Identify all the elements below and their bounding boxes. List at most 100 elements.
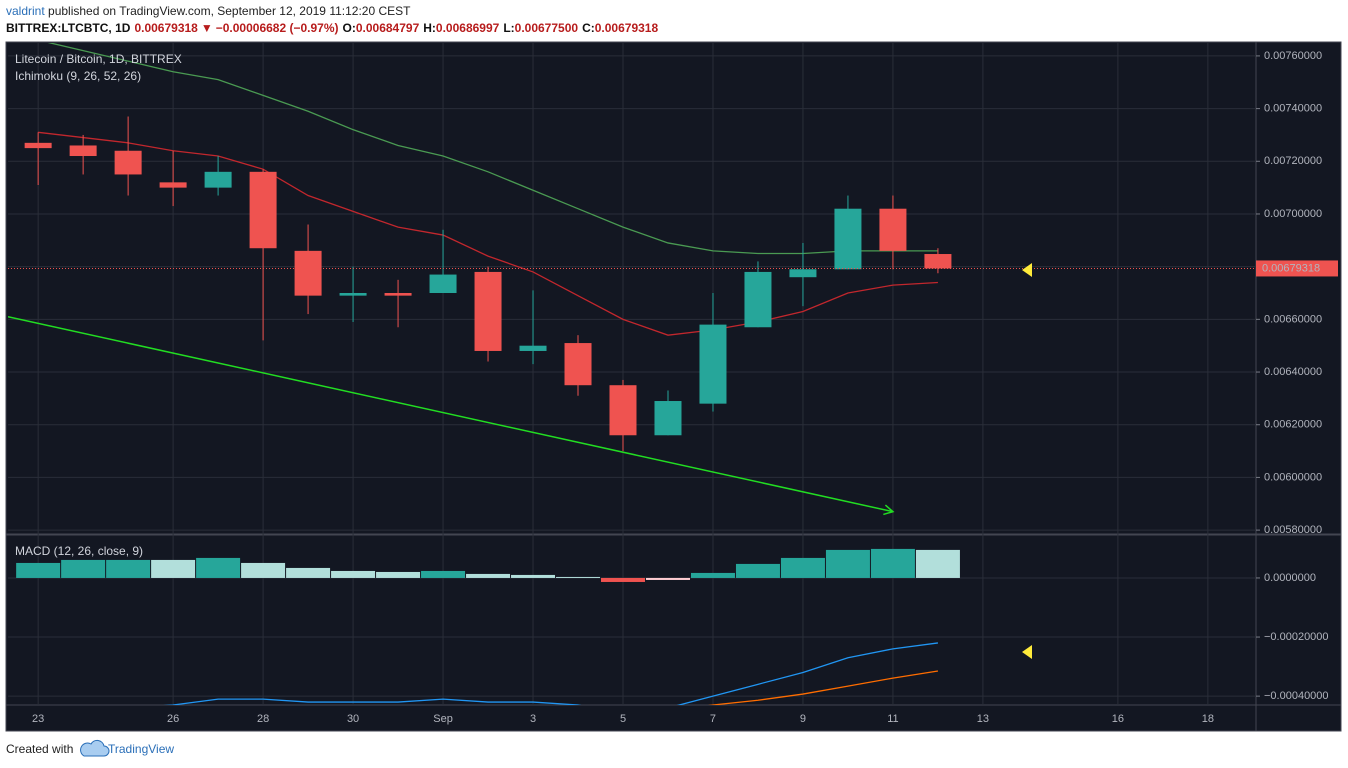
candle-body (24, 142, 52, 149)
candle-body (654, 401, 682, 436)
histogram-bar (241, 562, 286, 578)
published: published on TradingView.com, September … (45, 4, 411, 18)
candle-body (69, 145, 97, 157)
x-tick-label: 26 (167, 713, 179, 725)
histogram-bar (690, 572, 735, 578)
x-tick-label: Sep (433, 713, 453, 725)
candle-body (789, 269, 817, 278)
footer-brand[interactable]: TradingView (108, 742, 174, 756)
macd-pane (16, 548, 960, 705)
author[interactable]: valdrint (6, 4, 45, 18)
histogram-bar (511, 574, 556, 578)
candle-body (924, 254, 952, 269)
arrow-head (883, 504, 895, 516)
histogram-bar (915, 549, 960, 578)
candle-body (519, 345, 547, 351)
y-tick-label: 0.00720000 (1264, 155, 1322, 167)
indicator-line (47, 43, 938, 255)
chart-frame (5, 41, 1342, 732)
candle-body (294, 250, 322, 296)
histogram-bar (466, 573, 511, 578)
histogram-bar (556, 576, 601, 578)
last: 0.00679318 (134, 21, 198, 35)
candle-body (474, 271, 502, 351)
marker[interactable] (1022, 263, 1032, 277)
last-price-box (1256, 260, 1338, 277)
x-tick-label: 23 (32, 713, 44, 725)
y-tick-label: −0.00020000 (1264, 631, 1329, 643)
histogram-bar (16, 562, 61, 578)
ohlc-label: O: (343, 21, 356, 35)
x-tick-label: 5 (620, 713, 626, 725)
histogram-bar (735, 563, 780, 578)
ohlc-value: 0.00686997 (436, 21, 500, 35)
histogram-bar (870, 548, 915, 578)
y-tick-label: 0.00760000 (1264, 50, 1322, 62)
ohlc-label: C: (582, 21, 595, 35)
change: −0.00006682 (−0.97%) (216, 21, 339, 35)
histogram-bar (61, 559, 106, 578)
candle-body (159, 182, 187, 188)
last-price-label: 0.00679318 (1262, 262, 1320, 274)
candle-body (429, 274, 457, 294)
indicator-line (38, 131, 938, 336)
candle-body (114, 150, 142, 175)
pane-title: Litecoin / Bitcoin, 1D, BITTREX (15, 52, 182, 66)
macd-title: MACD (12, 26, close, 9) (15, 544, 143, 558)
x-tick-label: 18 (1202, 713, 1214, 725)
y-tick-label: 0.00700000 (1264, 208, 1322, 220)
y-tick-label: −0.00040000 (1264, 690, 1329, 702)
candle-body (609, 385, 637, 436)
ohlc: O:0.00684797 H:0.00686997 L:0.00677500 C:0.… (343, 21, 659, 35)
y-tick-label: 0.00600000 (1264, 471, 1322, 483)
ohlc-value: 0.00679318 (595, 21, 659, 35)
indicator-title: Ichimoku (9, 26, 52, 26) (15, 69, 141, 83)
histogram-bar (151, 559, 196, 578)
histogram-bar (421, 570, 466, 578)
logo (80, 739, 110, 757)
candle-body (384, 293, 412, 296)
candle-body (564, 343, 592, 386)
histogram-bar (286, 567, 331, 578)
indicator-line (707, 670, 939, 705)
x-tick-label: 16 (1112, 713, 1124, 725)
histogram-bar (780, 557, 825, 578)
y-tick-label: 0.00660000 (1264, 313, 1322, 325)
marker[interactable] (1022, 645, 1032, 659)
trendline (8, 315, 894, 513)
y-tick-label: 0.00740000 (1264, 103, 1322, 115)
histogram-bar (601, 577, 646, 582)
histogram-bar (331, 570, 376, 578)
y-tick-label: 0.00640000 (1264, 366, 1322, 378)
candle-body (699, 324, 727, 404)
candle-body (834, 208, 862, 270)
x-tick-label: 30 (347, 713, 359, 725)
symbol: BITTREX:LTCBTC, 1D (6, 21, 131, 35)
down-arrow: ▼ (201, 21, 213, 35)
x-tick-label: 11 (887, 713, 898, 725)
ohlc-label: H: (423, 21, 436, 35)
y-tick-label: 0.0000000 (1264, 572, 1316, 584)
indicator-line (163, 642, 939, 705)
ohlc-value: 0.00684797 (356, 21, 420, 35)
footer-text: Created with (6, 742, 73, 756)
ohlc-value: 0.00677500 (515, 21, 579, 35)
price-pane (8, 43, 952, 516)
header-line: valdrint published on TradingView.com, S… (6, 4, 411, 18)
candle-body (744, 271, 772, 328)
marks: 0.00679318 (8, 43, 1338, 705)
x-tick-label: 9 (800, 713, 806, 725)
candle-body (249, 171, 277, 249)
y-tick-label: 0.00620000 (1264, 419, 1322, 431)
histogram-bar (645, 577, 690, 580)
histogram-bar (825, 549, 870, 578)
ohlc-label: L: (503, 21, 514, 35)
x-tick-label: 7 (710, 713, 716, 725)
x-tick-label: 28 (257, 713, 269, 725)
histogram-bar (106, 559, 151, 578)
histogram-bar (376, 571, 421, 578)
y-tick-label: 0.00580000 (1264, 524, 1322, 536)
